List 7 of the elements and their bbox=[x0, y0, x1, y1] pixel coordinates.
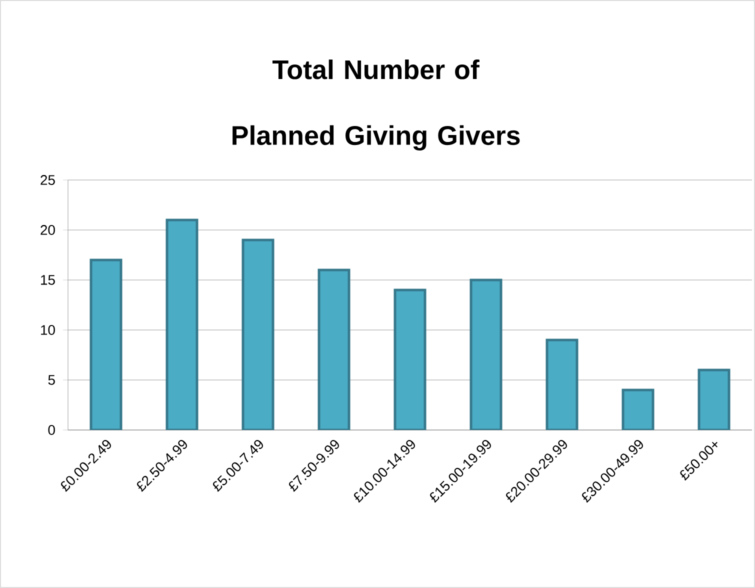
y-tick-label: 0 bbox=[48, 425, 55, 435]
y-tick-label: 20 bbox=[40, 225, 55, 235]
y-tick-label: 5 bbox=[48, 375, 55, 385]
chart-title: Total Number of Planned Giving Givers bbox=[232, 60, 520, 150]
y-tick-label: 15 bbox=[41, 275, 55, 285]
y-tick-label: 25 bbox=[40, 175, 55, 185]
y-tick-label: 10 bbox=[41, 325, 55, 335]
